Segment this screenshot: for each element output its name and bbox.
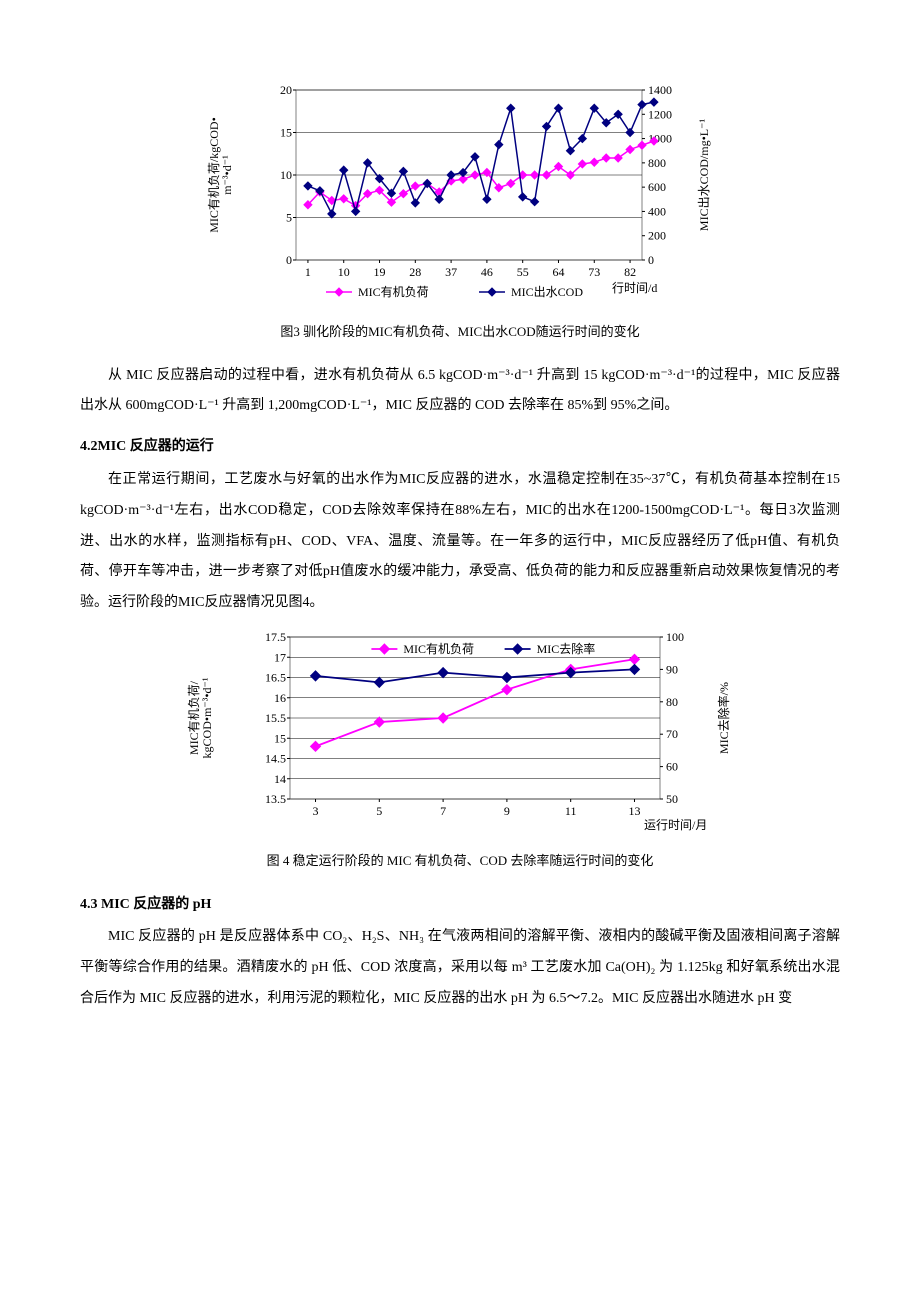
svg-text:60: 60 xyxy=(666,760,678,774)
svg-text:16.5: 16.5 xyxy=(265,670,286,684)
svg-text:10: 10 xyxy=(338,265,350,279)
svg-text:70: 70 xyxy=(666,727,678,741)
figure-3: 0510152002004006008001000120014001101928… xyxy=(80,80,840,310)
svg-text:90: 90 xyxy=(666,662,678,676)
svg-text:7: 7 xyxy=(440,804,446,818)
figure-3-caption: 图3 驯化阶段的MIC有机负荷、MIC出水COD随运行时间的变化 xyxy=(80,318,840,347)
heading-4-2: 4.2MIC 反应器的运行 xyxy=(80,432,840,463)
svg-text:10: 10 xyxy=(280,168,292,182)
svg-text:1200: 1200 xyxy=(648,107,672,121)
svg-text:37: 37 xyxy=(445,265,457,279)
svg-text:80: 80 xyxy=(666,695,678,709)
heading-4-3: 4.3 MIC 反应器的 pH xyxy=(80,890,840,921)
svg-text:MIC有机负荷: MIC有机负荷 xyxy=(403,642,474,656)
svg-text:50: 50 xyxy=(666,792,678,806)
paragraph-1: 从 MIC 反应器启动的过程中看，进水有机负荷从 6.5 kgCOD·m⁻³·d… xyxy=(80,361,840,423)
svg-text:82: 82 xyxy=(624,265,636,279)
svg-text:13: 13 xyxy=(628,804,640,818)
svg-text:64: 64 xyxy=(552,265,564,279)
svg-text:19: 19 xyxy=(374,265,386,279)
svg-text:28: 28 xyxy=(409,265,421,279)
svg-text:MIC出水COD/mg•L⁻¹: MIC出水COD/mg•L⁻¹ xyxy=(697,119,711,232)
svg-text:MIC出水COD: MIC出水COD xyxy=(511,285,583,299)
svg-text:14.5: 14.5 xyxy=(265,751,286,765)
svg-text:100: 100 xyxy=(666,630,684,644)
figure-4-caption: 图 4 稳定运行阶段的 MIC 有机负荷、COD 去除率随运行时间的变化 xyxy=(80,847,840,876)
figure-4-chart: 13.5 14 14.5 15 15.5 16 16.5 17 17.5 50 60 70 80 90 10… xyxy=(180,629,740,839)
paragraph-2: 在正常运行期间，工艺废水与好氧的出水作为MIC反应器的进水，水温稳定控制在35~… xyxy=(80,465,840,619)
svg-text:55: 55 xyxy=(517,265,529,279)
figure-4: 13.5 14 14.5 15 15.5 16 16.5 17 17.5 50 60 70 80 90 10… xyxy=(80,629,840,839)
svg-text:1: 1 xyxy=(305,265,311,279)
svg-text:5: 5 xyxy=(376,804,382,818)
svg-text:15: 15 xyxy=(280,126,292,140)
svg-text:运行时间/月: 运行时间/月 xyxy=(644,818,707,832)
svg-text:9: 9 xyxy=(504,804,510,818)
svg-text:MIC有机负荷/kgCOD•m⁻³•d⁻¹: MIC有机负荷/kgCOD•m⁻³•d⁻¹ xyxy=(207,117,234,233)
svg-text:行时间/d: 行时间/d xyxy=(612,281,657,295)
svg-text:MIC去除率: MIC去除率 xyxy=(537,641,596,656)
svg-text:0: 0 xyxy=(286,253,292,267)
paragraph-3: MIC 反应器的 pH 是反应器体系中 CO₂、H₂S、NH₃ 在气液两相间的溶… xyxy=(80,922,840,1014)
svg-text:3: 3 xyxy=(313,804,319,818)
svg-text:600: 600 xyxy=(648,180,666,194)
svg-text:MIC去除率/%: MIC去除率/% xyxy=(716,682,731,754)
svg-text:17: 17 xyxy=(274,650,286,664)
svg-text:1400: 1400 xyxy=(648,83,672,97)
svg-text:11: 11 xyxy=(565,804,577,818)
svg-text:15.5: 15.5 xyxy=(265,711,286,725)
svg-text:14: 14 xyxy=(274,772,286,786)
svg-text:73: 73 xyxy=(588,265,600,279)
svg-text:20: 20 xyxy=(280,83,292,97)
svg-text:MIC有机负荷/kgCOD•m⁻³•d⁻¹: MIC有机负荷/kgCOD•m⁻³•d⁻¹ xyxy=(187,677,214,758)
svg-text:16: 16 xyxy=(274,691,286,705)
figure-3-chart: 0510152002004006008001000120014001101928… xyxy=(200,80,720,310)
svg-text:5: 5 xyxy=(286,211,292,225)
svg-text:200: 200 xyxy=(648,229,666,243)
svg-text:15: 15 xyxy=(274,731,286,745)
svg-text:13.5: 13.5 xyxy=(265,792,286,806)
svg-text:MIC有机负荷: MIC有机负荷 xyxy=(358,285,429,299)
svg-text:800: 800 xyxy=(648,156,666,170)
svg-text:400: 400 xyxy=(648,204,666,218)
svg-text:17.5: 17.5 xyxy=(265,630,286,644)
svg-text:46: 46 xyxy=(481,265,493,279)
svg-text:0: 0 xyxy=(648,253,654,267)
svg-text:1000: 1000 xyxy=(648,132,672,146)
